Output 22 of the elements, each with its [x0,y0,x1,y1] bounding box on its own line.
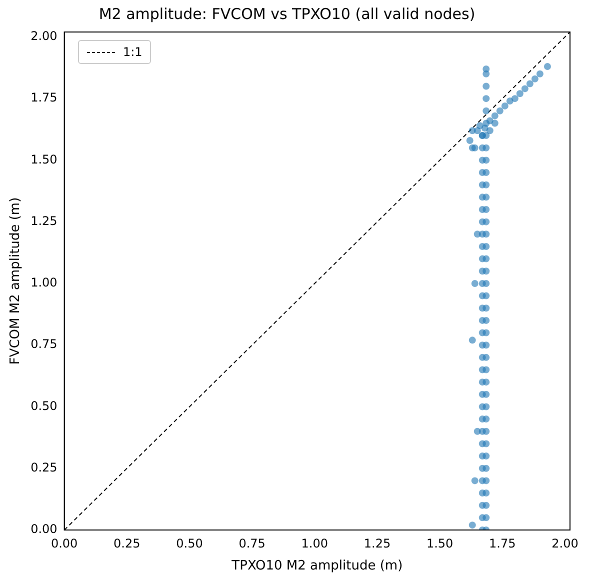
legend-label: 1:1 [123,45,142,59]
x-axis-title: TPXO10 M2 amplitude (m) [230,558,403,574]
x-tick-label: 1.25 [364,536,391,550]
x-tick-label: 1.75 [489,536,516,550]
x-tick-label: 0.50 [176,536,203,550]
x-tick-label: 1.00 [301,536,328,550]
chart-title: M2 amplitude: FVCOM vs TPXO10 (all valid nodes) [98,4,476,23]
y-tick-label: 1.50 [30,152,58,166]
y-tick-label: 1.00 [30,276,58,290]
x-tick-label: 0.25 [114,536,140,550]
y-tick-label: 0.25 [30,460,58,474]
y-tick-label: 1.25 [30,214,58,228]
x-tick-label: 0.75 [238,536,266,550]
y-tick-label: 1.75 [30,90,58,105]
y-tick-label: 0.50 [30,398,58,413]
y-axis-title: FVCOM M2 amplitude (m) [8,197,24,365]
y-tick-label: 0.00 [30,522,58,536]
y-tick-label: 2.00 [30,29,58,44]
y-tick-label: 0.75 [30,337,58,352]
x-tick-label: 1.50 [426,536,454,550]
x-tick-label: 2.00 [552,536,578,550]
x-tick-label: 0.00 [50,536,78,550]
